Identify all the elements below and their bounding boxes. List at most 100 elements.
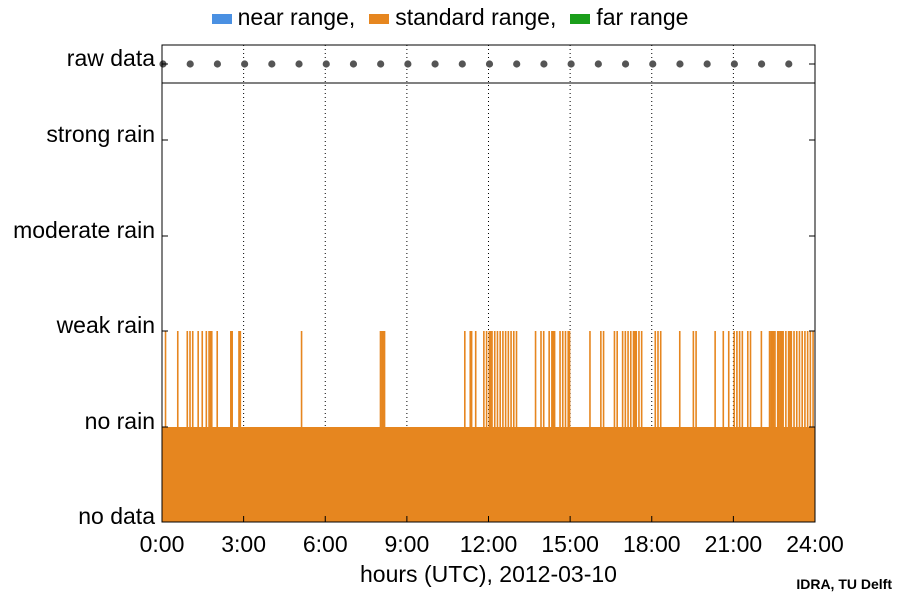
legend-label-far-range: far range bbox=[596, 4, 689, 30]
bar-standard-range-weak-rain bbox=[768, 331, 771, 428]
x-tick-label: 12:00 bbox=[460, 531, 518, 557]
legend-item-standard-range: standard range, bbox=[369, 4, 556, 31]
legend-swatch-far-range bbox=[570, 14, 591, 24]
legend-label-standard-range: standard range, bbox=[395, 4, 557, 30]
bar-standard-range-weak-rain bbox=[564, 331, 567, 428]
raw-data-point bbox=[213, 60, 222, 68]
raw-data-point bbox=[485, 60, 494, 68]
y-tick-label: no data bbox=[78, 503, 155, 529]
raw-data-point bbox=[458, 60, 466, 68]
bar-standard-range-weak-rain bbox=[613, 331, 616, 428]
raw-data-point bbox=[540, 60, 548, 68]
bar-standard-range-weak-rain bbox=[474, 331, 477, 428]
bar-standard-range-weak-rain bbox=[568, 331, 571, 428]
legend-item-near-range: near range, bbox=[211, 4, 356, 31]
bar-standard-range-weak-rain bbox=[164, 331, 167, 428]
bar-standard-range-weak-rain bbox=[812, 331, 814, 428]
bar-standard-range-weak-rain bbox=[499, 331, 501, 428]
raw-data-point bbox=[295, 60, 303, 68]
bar-standard-range-weak-rain bbox=[559, 331, 561, 428]
bar-standard-range-weak-rain bbox=[692, 331, 695, 428]
bar-standard-range-weak-rain bbox=[600, 331, 602, 428]
raw-data-point bbox=[757, 60, 766, 68]
bar-standard-range-weak-rain bbox=[209, 331, 212, 428]
bar-standard-range-weak-rain bbox=[205, 331, 208, 428]
x-axis-title: hours (UTC), 2012-03-10 bbox=[360, 561, 617, 587]
bar-standard-range-weak-rain bbox=[512, 331, 515, 428]
y-tick-label: no rain bbox=[85, 408, 155, 434]
bar-standard-range-weak-rain bbox=[806, 331, 809, 428]
raw-data-point bbox=[703, 60, 711, 68]
bar-standard-range-weak-rain bbox=[798, 331, 801, 428]
bar-standard-range-weak-rain bbox=[589, 331, 591, 428]
legend-item-far-range: far range bbox=[570, 4, 688, 31]
bar-standard-range-weak-rain bbox=[510, 331, 512, 428]
raw-data-point bbox=[594, 60, 602, 68]
bar-standard-range-weak-rain bbox=[733, 331, 735, 428]
bar-standard-range-weak-rain bbox=[632, 331, 635, 428]
bar-standard-range-weak-rain bbox=[741, 331, 744, 428]
raw-data-point bbox=[621, 60, 630, 68]
raw-data-point bbox=[322, 60, 330, 68]
raw-data-point bbox=[404, 60, 412, 68]
bar-standard-range-baseline bbox=[162, 427, 815, 522]
bar-standard-range-weak-rain bbox=[230, 331, 232, 428]
raw-data-point bbox=[513, 60, 521, 68]
bar-standard-range-weak-rain bbox=[635, 331, 638, 428]
bar-standard-range-weak-rain bbox=[551, 331, 553, 428]
raw-data-point bbox=[649, 60, 657, 68]
bar-standard-range-weak-rain bbox=[654, 331, 657, 428]
x-tick-label: 24:00 bbox=[786, 531, 844, 557]
bar-standard-range-weak-rain bbox=[189, 331, 191, 428]
bar-standard-range-weak-rain bbox=[381, 331, 383, 428]
bar-standard-range-weak-rain bbox=[657, 331, 659, 428]
x-tick-label: 6:00 bbox=[303, 531, 348, 557]
raw-data-point bbox=[268, 60, 276, 68]
bar-standard-range-weak-rain bbox=[746, 331, 749, 428]
legend-label-near-range: near range, bbox=[237, 4, 356, 30]
bar-standard-range-weak-rain bbox=[488, 331, 491, 428]
bar-standard-range-weak-rain bbox=[772, 331, 775, 428]
bar-standard-range-weak-rain bbox=[624, 331, 627, 428]
bar-standard-range-weak-rain bbox=[774, 331, 776, 428]
bar-standard-range-weak-rain bbox=[561, 331, 564, 428]
raw-data-point bbox=[241, 60, 249, 68]
bar-standard-range-weak-rain bbox=[216, 331, 219, 428]
chart-legend: near range, standard range, far range bbox=[0, 4, 900, 31]
bar-standard-range-weak-rain bbox=[801, 331, 803, 428]
bar-standard-range-weak-rain bbox=[771, 331, 774, 428]
bar-standard-range-weak-rain bbox=[567, 331, 570, 428]
bar-standard-range-weak-rain bbox=[507, 331, 510, 428]
raw-data-point bbox=[785, 60, 793, 68]
raw-data-point bbox=[676, 60, 684, 68]
bar-standard-range-weak-rain bbox=[238, 331, 240, 428]
bar-standard-range-weak-rain bbox=[782, 331, 784, 428]
bar-standard-range-weak-rain bbox=[749, 331, 752, 428]
x-tick-label: 21:00 bbox=[705, 531, 763, 557]
bar-standard-range-weak-rain bbox=[496, 331, 499, 428]
bar-standard-range-weak-rain bbox=[602, 331, 605, 428]
bar-standard-range-weak-rain bbox=[793, 331, 795, 428]
bar-standard-range-weak-rain bbox=[627, 331, 629, 428]
bar-standard-range-weak-rain bbox=[504, 331, 507, 428]
bar-standard-range-weak-rain bbox=[790, 331, 793, 428]
bar-standard-range-weak-rain bbox=[515, 331, 518, 428]
raw-data-point bbox=[349, 60, 358, 68]
raw-data-point bbox=[186, 60, 194, 68]
bar-standard-range-weak-rain bbox=[201, 331, 204, 428]
bar-standard-range-weak-rain bbox=[809, 331, 812, 428]
bar-standard-range-weak-rain bbox=[787, 331, 790, 428]
y-tick-label: weak rain bbox=[56, 312, 155, 338]
bar-standard-range-weak-rain bbox=[485, 331, 488, 428]
bar-standard-range-weak-rain bbox=[804, 331, 806, 428]
x-tick-label: 3:00 bbox=[221, 531, 266, 557]
bar-standard-range-weak-rain bbox=[770, 331, 772, 428]
bar-standard-range-weak-rain bbox=[197, 331, 199, 428]
bar-standard-range-weak-rain bbox=[540, 331, 542, 428]
bar-standard-range-weak-rain bbox=[629, 331, 632, 428]
bar-standard-range-weak-rain bbox=[678, 331, 681, 428]
bar-standard-range-weak-rain bbox=[208, 331, 210, 428]
bar-standard-range-weak-rain bbox=[553, 331, 556, 428]
raw-data-point bbox=[431, 60, 439, 68]
